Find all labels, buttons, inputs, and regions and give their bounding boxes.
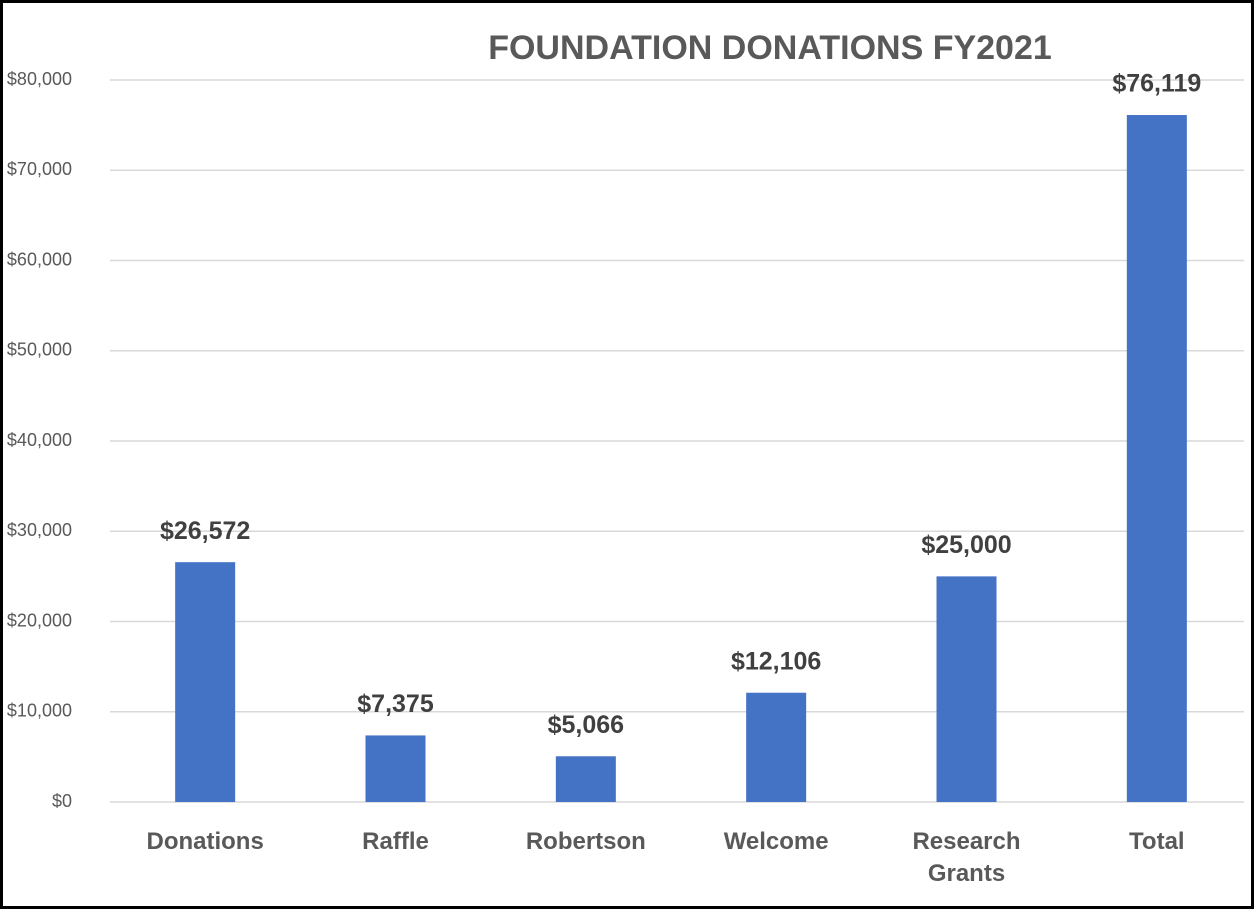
bar bbox=[555, 756, 616, 802]
y-tick-label: $50,000 bbox=[7, 340, 72, 360]
x-tick-label-box: Welcome bbox=[723, 828, 829, 855]
y-tick-label: $80,000 bbox=[7, 69, 72, 89]
y-tick-label: $10,000 bbox=[7, 701, 72, 721]
value-label: $5,066 bbox=[548, 711, 624, 739]
x-tick-label: Total bbox=[1129, 828, 1185, 855]
y-tick-label: $0 bbox=[52, 791, 72, 811]
bar bbox=[1126, 115, 1187, 803]
x-tick-label-box: Robertson bbox=[525, 828, 646, 855]
x-tick-label: Research Grants bbox=[912, 828, 1021, 887]
bar bbox=[175, 562, 236, 802]
y-tick-label: $70,000 bbox=[7, 159, 72, 179]
x-tick-label-box: Research Grants bbox=[912, 828, 1021, 887]
value-label: $7,375 bbox=[357, 690, 434, 718]
y-tick-label: $60,000 bbox=[7, 249, 72, 269]
x-tick-label-box: Raffle bbox=[362, 828, 429, 855]
value-label: $25,000 bbox=[921, 531, 1011, 559]
y-tick-label: $30,000 bbox=[7, 520, 72, 540]
y-tick-label: $40,000 bbox=[7, 430, 72, 450]
bar bbox=[936, 576, 997, 802]
value-label: $12,106 bbox=[731, 647, 821, 675]
value-label: $26,572 bbox=[160, 517, 250, 545]
x-tick-label-box: Donations bbox=[146, 828, 264, 855]
x-tick-label-box: Total bbox=[1129, 828, 1185, 855]
x-tick-label: Donations bbox=[146, 828, 264, 855]
chart-title: FOUNDATION DONATIONS FY2021 bbox=[488, 29, 1052, 67]
bar bbox=[746, 692, 807, 802]
x-tick-label: Raffle bbox=[362, 828, 429, 855]
x-tick-label: Welcome bbox=[723, 828, 829, 855]
x-tick-label: Robertson bbox=[525, 828, 646, 855]
value-label: $76,119 bbox=[1112, 70, 1201, 98]
y-tick-label: $20,000 bbox=[7, 610, 72, 630]
bar bbox=[365, 735, 426, 802]
